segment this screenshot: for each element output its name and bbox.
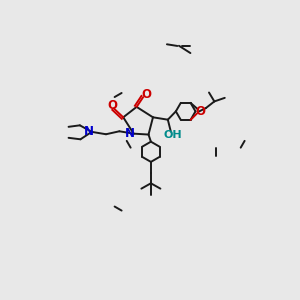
Text: N: N bbox=[125, 127, 135, 140]
Text: N: N bbox=[84, 125, 94, 138]
Text: O: O bbox=[141, 88, 151, 100]
Text: O: O bbox=[107, 99, 117, 112]
Text: OH: OH bbox=[164, 130, 182, 140]
Text: O: O bbox=[195, 105, 205, 118]
